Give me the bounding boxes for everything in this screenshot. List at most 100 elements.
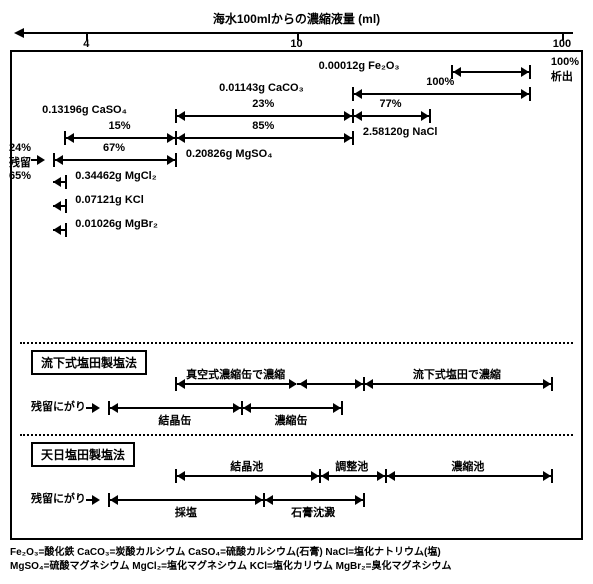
range-bar [241, 407, 341, 409]
range-label: 調整池 [335, 458, 368, 474]
arrow-left-icon [177, 111, 185, 121]
range-bar [175, 137, 352, 139]
arrow-left-icon [299, 379, 307, 389]
range-label: 結晶池 [230, 458, 263, 474]
arrow-right-icon [543, 379, 551, 389]
bar-cap-icon [341, 401, 343, 415]
arrow-icon [37, 155, 45, 165]
chart-frame: 0.00012g Fe₂O₃100%析出100%0.01143g CaCO₃23… [10, 50, 583, 540]
range-label: 濃縮缶 [274, 412, 307, 428]
range-bar [175, 475, 319, 477]
range-bar [108, 499, 263, 501]
value-label: 0.34462g MgCl₂ [75, 170, 156, 182]
arrow-left-icon [110, 403, 118, 413]
range-label: 67% [103, 142, 125, 154]
bar-cap-icon [65, 223, 67, 237]
arrow-left-icon [321, 471, 329, 481]
value-label: 残留 [9, 154, 31, 170]
range-label: 15% [109, 120, 131, 132]
arrow-icon [53, 201, 61, 211]
precipitation-plot: 0.00012g Fe₂O₃100%析出100%0.01143g CaCO₃23… [20, 58, 573, 338]
range-bar [451, 71, 528, 73]
arrow-right-icon [355, 379, 363, 389]
range-label: 結晶缶 [158, 412, 191, 428]
arrow-left-icon [354, 111, 362, 121]
axis-tick-label: 100 [553, 38, 571, 50]
bar-cap-icon [363, 493, 365, 507]
bar-cap-icon [65, 175, 67, 189]
range-label: 採塩 [175, 504, 197, 520]
arrow-right-icon [377, 471, 385, 481]
value-label: 0.20826g MgSO₄ [186, 148, 273, 160]
arrow-icon [92, 403, 100, 413]
arrow-left-icon [110, 495, 118, 505]
range-bar [175, 115, 352, 117]
range-bar [108, 407, 241, 409]
arrow-right-icon [333, 403, 341, 413]
bar-cap-icon [65, 199, 67, 213]
range-label: 濃縮池 [451, 458, 484, 474]
arrow-icon [92, 495, 100, 505]
arrow-left-icon [453, 67, 461, 77]
arrow-right-icon [311, 471, 319, 481]
arrow-left-icon [66, 133, 74, 143]
figure: 海水100mlからの濃縮液量 (ml) 4 10 100 0.00012g Fe₂O… [10, 10, 583, 574]
range-label: 85% [252, 120, 274, 132]
process-title-box: 流下式塩田製塩法 [31, 350, 147, 375]
divider [20, 342, 573, 344]
bar-cap-icon [529, 87, 531, 101]
arrow-left-icon [265, 495, 273, 505]
range-label: 77% [379, 98, 401, 110]
process-section-2: 天日塩田製塩法結晶池調整池濃縮池残留にがり採塩石膏沈澱 [20, 440, 573, 522]
arrow-left-icon [387, 471, 395, 481]
arrow-right-icon [521, 89, 529, 99]
value-label: 0.00012g Fe₂O₃ [319, 60, 400, 72]
arrow-left-icon [177, 379, 185, 389]
arrow-left-icon [177, 133, 185, 143]
arrow-right-icon [521, 67, 529, 77]
arrow-right-icon [344, 111, 352, 121]
divider [20, 434, 573, 436]
process-title-box: 天日塩田製塩法 [31, 442, 135, 467]
axis-arrow-icon [14, 28, 24, 38]
axis-title: 海水100mlからの濃縮液量 (ml) [20, 10, 573, 27]
arrow-icon [53, 177, 61, 187]
range-bar [53, 159, 175, 161]
range-label: 流下式塩田で濃縮 [413, 366, 501, 382]
axis-tick-label: 10 [290, 38, 302, 50]
range-bar [64, 137, 175, 139]
value-label: 100% [551, 56, 579, 68]
arrow-right-icon [167, 155, 175, 165]
range-bar [352, 115, 429, 117]
arrow-right-icon [543, 471, 551, 481]
range-label: 23% [252, 98, 274, 110]
arrow-left-icon [177, 471, 185, 481]
arrow-right-icon [344, 133, 352, 143]
arrow-right-icon [289, 379, 297, 389]
arrow-left-icon [243, 403, 251, 413]
bar-cap-icon [429, 109, 431, 123]
range-bar [385, 475, 551, 477]
range-bar [263, 499, 363, 501]
bar-cap-icon [551, 469, 553, 483]
arrow-left-icon [365, 379, 373, 389]
arrow-right-icon [167, 133, 175, 143]
axis-tick-label: 4 [83, 38, 89, 50]
arrow-right-icon [233, 403, 241, 413]
value-label: 2.58120g NaCl [363, 126, 438, 138]
footnote-line: MgSO₄=硫酸マグネシウム MgCl₂=塩化マグネシウム KCl=塩化カリウム… [10, 560, 583, 574]
range-label: 石膏沈澱 [291, 504, 335, 520]
bar-cap-icon [529, 65, 531, 79]
value-label: 0.13196g CaSO₄ [42, 104, 127, 116]
range-label: 100% [426, 76, 454, 88]
footnote: Fe₂O₃=酸化鉄 CaCO₃=炭酸カルシウム CaSO₄=硫酸カルシウム(石膏… [10, 546, 583, 574]
value-label: 析出 [551, 68, 573, 84]
range-bar [363, 383, 551, 385]
value-label: 65% [9, 170, 31, 182]
arrow-right-icon [421, 111, 429, 121]
range-label: 真空式濃縮缶で濃縮 [186, 366, 285, 382]
arrow-right-icon [255, 495, 263, 505]
bar-cap-icon [551, 377, 553, 391]
process-section-1: 流下式塩田製塩法真空式濃縮缶で濃縮流下式塩田で濃縮残留にがり結晶缶濃縮缶 [20, 348, 573, 430]
value-label: 0.07121g KCl [75, 194, 143, 206]
